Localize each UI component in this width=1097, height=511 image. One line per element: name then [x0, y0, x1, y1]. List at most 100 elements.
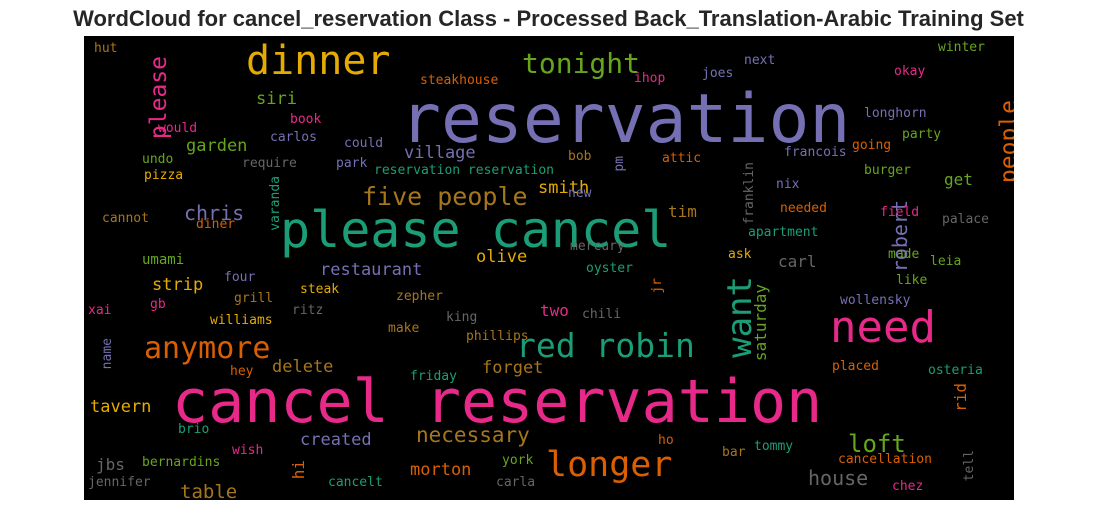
word-williams: williams	[210, 313, 273, 328]
word-get: get	[944, 170, 973, 189]
word-could: could	[344, 136, 383, 151]
word-carlos: carlos	[270, 130, 317, 145]
word-would: would	[158, 121, 197, 136]
word-people: people	[996, 100, 1014, 183]
word-cancel-reservation: cancel reservation	[172, 367, 822, 437]
word-hey: hey	[230, 364, 254, 379]
wordcloud: reservation cancel reservation please canc…	[84, 36, 1014, 500]
word-anymore: anymore	[144, 331, 270, 366]
word-carl: carl	[778, 252, 817, 271]
wordcloud-background	[84, 36, 1014, 500]
word-loft: loft	[848, 430, 906, 458]
word-restaurant: restaurant	[320, 260, 422, 280]
word-want: want	[720, 276, 760, 358]
word-morton: morton	[410, 460, 471, 480]
word-york: york	[502, 453, 533, 468]
word-francois: francois	[784, 145, 847, 160]
word-cannot: cannot	[102, 211, 149, 226]
word-diner: diner	[196, 217, 235, 232]
word-bernardins: bernardins	[142, 455, 220, 470]
word-book: book	[290, 112, 321, 127]
chart-title: WordCloud for cancel_reservation Class -…	[73, 6, 1024, 31]
word-tell: tell	[962, 450, 977, 481]
word-created: created	[300, 430, 372, 450]
word-cancelt: cancelt	[328, 475, 383, 490]
word-attic: attic	[662, 151, 701, 166]
word-franklin: franklin	[742, 162, 757, 225]
word-okay: okay	[894, 64, 925, 79]
word-chili: chili	[582, 307, 621, 322]
word-made: made	[888, 247, 919, 262]
word-osteria: osteria	[928, 363, 983, 378]
word-ihop: ihop	[634, 71, 665, 86]
word-red-robin: red robin	[516, 326, 695, 365]
word-bob: bob	[568, 149, 592, 164]
word-steak: steak	[300, 282, 339, 297]
word-forget: forget	[482, 358, 543, 378]
word-four: four	[224, 270, 255, 285]
word-olive: olive	[476, 247, 527, 267]
word-placed: placed	[832, 359, 879, 374]
word-chris: chris	[184, 201, 244, 225]
word-oyster: oyster	[586, 261, 633, 276]
word-zepher: zepher	[396, 289, 443, 304]
word-tonight: tonight	[522, 47, 640, 80]
word-require: require	[242, 156, 297, 171]
word-wollensky: wollensky	[840, 293, 911, 308]
word-please: please	[146, 56, 172, 139]
word-joes: joes	[702, 66, 733, 81]
wordcloud-words: reservation cancel reservation please canc…	[88, 38, 1014, 500]
word-strip: strip	[152, 275, 203, 295]
word-phillips: phillips	[466, 329, 529, 344]
word-hut: hut	[94, 41, 117, 56]
word-palace: palace	[942, 212, 989, 227]
word-dinner: dinner	[246, 38, 391, 84]
word-like: like	[896, 273, 927, 288]
word-winter: winter	[938, 40, 985, 55]
word-necessary: necessary	[416, 423, 530, 447]
word-needed: needed	[780, 201, 827, 216]
word-jr: jr	[650, 278, 665, 294]
word-bar: bar	[722, 445, 746, 460]
word-robert: robert	[888, 200, 912, 272]
word-park: park	[336, 156, 367, 171]
word-king: king	[446, 310, 477, 325]
word-ask: ask	[728, 247, 752, 262]
word-undo: undo	[142, 152, 173, 167]
word-burger: burger	[864, 163, 911, 178]
word-tavern: tavern	[90, 397, 151, 417]
word-jbs: jbs	[96, 455, 125, 474]
word-party: party	[902, 127, 941, 142]
word-chez: chez	[892, 479, 923, 494]
word-next: next	[744, 53, 775, 68]
word-jennifer: jennifer	[88, 475, 151, 490]
word-umami: umami	[142, 252, 184, 268]
word-longer: longer	[546, 445, 672, 485]
word-house: house	[808, 466, 868, 490]
word-friday: friday	[410, 369, 457, 384]
word-steakhouse: steakhouse	[420, 73, 498, 88]
word-make: make	[388, 321, 419, 336]
word-pm: pm	[612, 156, 627, 172]
word-five-people: five people	[362, 182, 528, 211]
word-siri: siri	[256, 89, 297, 109]
word-delete: delete	[272, 357, 333, 377]
word-wish: wish	[232, 443, 263, 458]
word-new: new	[568, 186, 592, 201]
word-hi: hi	[289, 460, 308, 479]
word-name: name	[100, 338, 115, 369]
word-pizza: pizza	[144, 168, 183, 183]
word-grill: grill	[234, 291, 273, 306]
word-going: going	[852, 138, 891, 153]
word-need: need	[830, 302, 936, 353]
word-ritz: ritz	[292, 303, 323, 318]
word-two: two	[540, 301, 569, 320]
word-village: village	[404, 143, 476, 163]
word-field: field	[880, 205, 919, 220]
word-nix: nix	[776, 177, 800, 192]
word-table: table	[180, 481, 237, 500]
word-cancellation: cancellation	[838, 452, 932, 467]
word-mercury: mercury	[570, 239, 625, 254]
word-gb: gb	[150, 297, 166, 312]
word-please-cancel: please cancel	[280, 201, 671, 259]
